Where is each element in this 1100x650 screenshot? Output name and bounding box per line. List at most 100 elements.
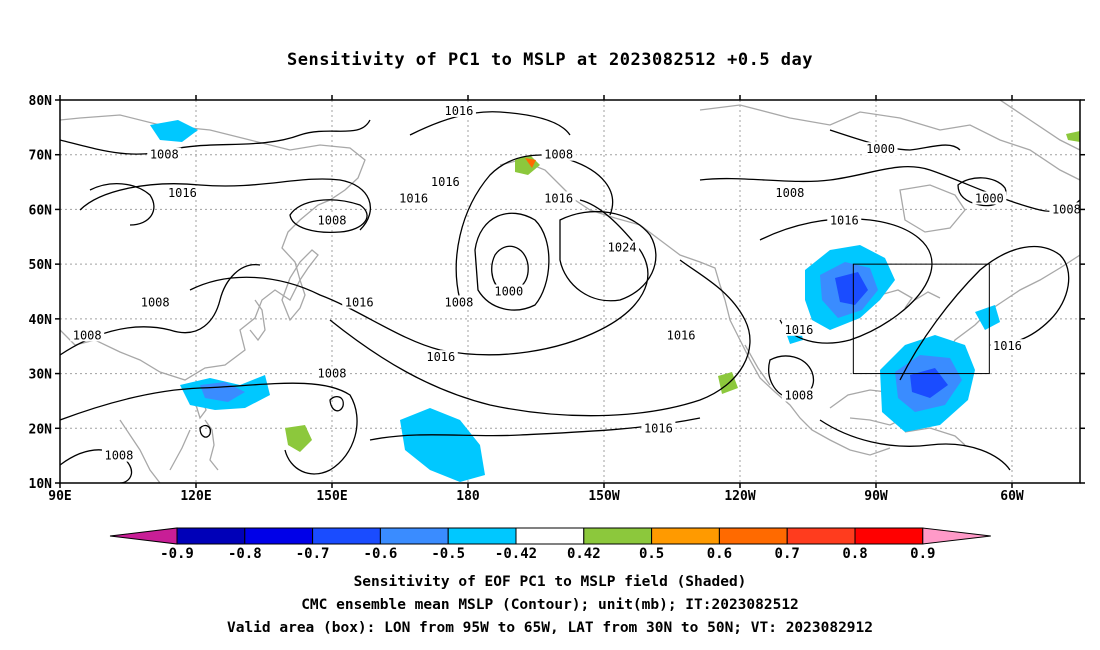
shade-arctic: [150, 120, 198, 142]
hudson-bay: [899, 184, 966, 233]
colorbar-swatch: [379, 527, 449, 545]
lat-tick-label: 70N: [29, 149, 53, 164]
contour-label: 1016: [345, 295, 374, 309]
colorbar-under-triangle: [109, 527, 178, 545]
contour-label: 1016: [399, 191, 428, 205]
lat-tick-label: 60N: [29, 203, 53, 218]
colorbar-swatch: [718, 527, 788, 545]
contour-1008-low: [474, 212, 550, 311]
lon-tick-label: 150W: [588, 489, 619, 504]
alaska-coast: [499, 159, 726, 301]
contour-label: 1016: [993, 339, 1022, 353]
contour-1000-na: [829, 129, 961, 151]
contour-label: 1008: [318, 213, 347, 227]
contour-label-bg: [1049, 202, 1084, 216]
contour-label-bg: [70, 328, 105, 342]
contour-label: 1000: [975, 191, 1004, 205]
korea-coast: [249, 299, 266, 342]
contour-label: 1000: [494, 285, 523, 299]
asia-coast: [60, 114, 366, 381]
caption-valid-area: Valid area (box): LON from 95W to 65W, L…: [226, 620, 873, 636]
shade-pos-wpac: [285, 425, 312, 452]
contour-label: 1008: [1052, 202, 1081, 216]
contour-label-bg: [441, 103, 476, 117]
contour-label: 1016: [644, 421, 673, 435]
colorbar-label: 0.7: [775, 546, 800, 562]
colorbar-label: 0.5: [639, 546, 664, 562]
contour-label-bg: [396, 191, 431, 205]
lat-tick-label: 30N: [29, 368, 53, 383]
contour-1008-na: [699, 166, 1080, 212]
contour-1016-tropics-na: [819, 419, 1011, 471]
lat-tick-label: 40N: [29, 313, 53, 328]
lon-tick-label: 180: [456, 489, 480, 504]
colorbar-label: -0.6: [364, 546, 398, 562]
contour-1016-north: [409, 111, 571, 136]
colorbar-label: -0.5: [431, 546, 465, 562]
contour-label: 1016: [431, 175, 460, 189]
contour-label-bg: [491, 284, 526, 298]
contour-label: 1016: [426, 350, 455, 364]
map-frame: [59, 99, 1081, 484]
contour-label-bg: [972, 191, 1007, 205]
lat-tick-label: 50N: [29, 258, 53, 273]
colorbar-swatch: [244, 527, 314, 545]
colorbar-label: -0.9: [160, 546, 194, 562]
baja: [744, 344, 771, 386]
colorbar-swatch: [312, 527, 381, 545]
contour-label: 1024: [608, 241, 637, 255]
contour-label-bg: [423, 350, 458, 364]
shade-pos-orange: [525, 158, 536, 168]
chart-title: Sensitivity of PC1 to MSLP at 2023082512…: [286, 50, 813, 70]
contour-label-bg: [138, 295, 173, 309]
contour-label-bg: [441, 295, 476, 309]
contour-1008-okhotsk: [289, 199, 368, 234]
contour-label-bg: [541, 147, 576, 161]
colorbar-swatch: [447, 527, 517, 545]
colorbar-label: 0.9: [910, 546, 935, 562]
greenland-coast: [999, 100, 1080, 151]
contour-label-bg: [147, 147, 182, 161]
contour-label: 1016: [667, 328, 696, 342]
japan-coast: [281, 249, 319, 322]
colorbar: -0.9 -0.8 -0.7 -0.6 -0.5 -0.42 0.42 0.5 0.6 0.7 0.…: [109, 527, 991, 562]
contour-small-1: [329, 395, 344, 412]
contour-label: 1008: [544, 148, 573, 162]
caption-shaded: Sensitivity of EOF PC1 to MSLP field (Sh…: [353, 574, 747, 590]
lon-tick-label: 60W: [1000, 489, 1024, 504]
contour-1016-siberia: [79, 178, 371, 231]
lat-ticks: 80N 70N 60N 50N 40N 30N 20N 10N: [29, 94, 1085, 492]
contour-label-bg: [165, 186, 200, 200]
contour-label: 1008: [444, 295, 473, 309]
colorbar-over-triangle: [922, 527, 991, 545]
contour-1008-wpac: [60, 382, 358, 475]
contour-1008-arctic-west: [60, 119, 371, 155]
contour-label-bg: [101, 448, 136, 462]
lon-tick-label: 120E: [180, 489, 211, 504]
contour-label: 1008: [318, 367, 347, 381]
shade-atl: [975, 305, 1000, 330]
contour-label-bg: [863, 142, 898, 156]
contour-1016-bering-ridge: [455, 154, 614, 301]
contour-label: 1016: [544, 191, 573, 205]
colorbar-label: -0.8: [228, 546, 262, 562]
lon-ticks: 90E 120E 150E 180 150W 120W 90W 60W: [48, 95, 1024, 504]
shade-na-neg-dark: [835, 272, 868, 305]
lat-tick-label: 10N: [29, 477, 53, 492]
indochina-coast: [119, 419, 191, 483]
colorbar-label: 0.8: [842, 546, 867, 562]
lon-tick-label: 150E: [316, 489, 347, 504]
shade-pos-greenland: [1066, 131, 1080, 142]
great-lakes: [879, 289, 941, 309]
lat-tick-label: 80N: [29, 94, 53, 109]
contour-label: 1016: [830, 213, 859, 227]
colorbar-swatch: [515, 527, 585, 545]
contour-1016-long: [329, 259, 751, 417]
shade-pacific-light: [400, 408, 485, 482]
canada-arctic: [699, 104, 1080, 181]
colorbar-label: 0.6: [707, 546, 732, 562]
contour-label-bg: [315, 213, 349, 227]
contour-label-bg: [781, 322, 816, 336]
